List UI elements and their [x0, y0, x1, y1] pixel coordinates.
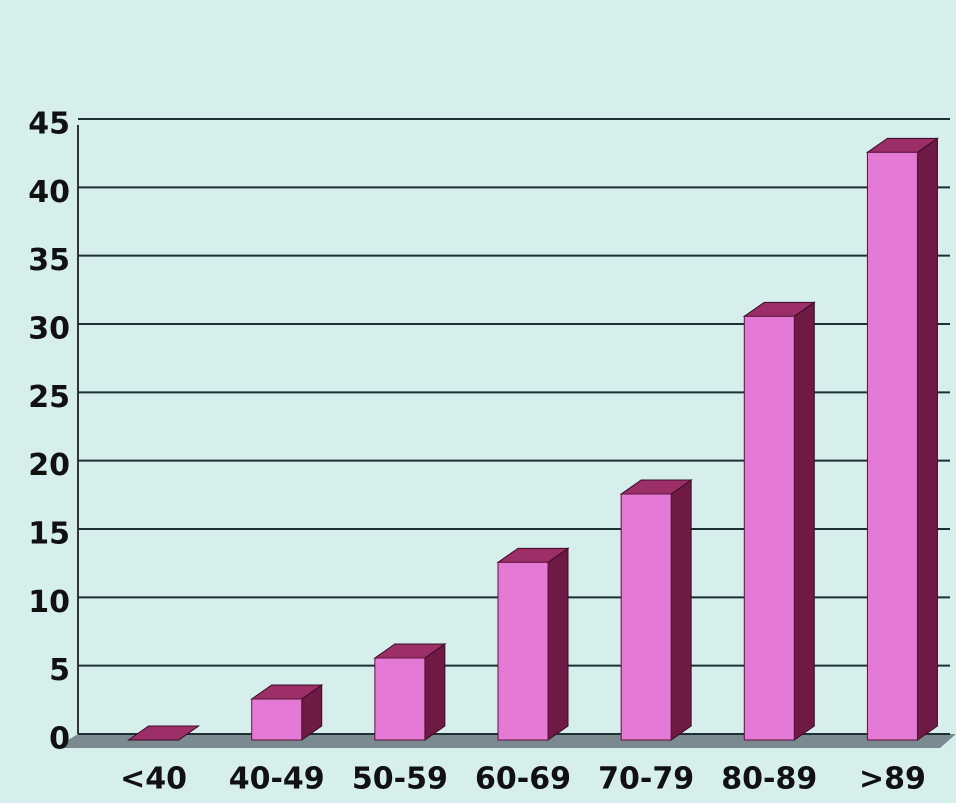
x-tick-label: 40-49 — [229, 762, 325, 797]
y-tick-label: 5 — [49, 653, 70, 688]
bar-side — [916, 137, 938, 741]
x-tick-label: >89 — [859, 762, 926, 797]
bar-side — [670, 479, 692, 741]
bar-front — [866, 151, 918, 741]
bar — [126, 725, 201, 741]
bar — [619, 479, 693, 741]
y-tick-label: 10 — [28, 585, 70, 620]
x-tick-label: 70-79 — [598, 762, 694, 797]
bar — [865, 137, 940, 741]
y-tick-label: 40 — [28, 175, 70, 210]
x-tick-label: 80-89 — [721, 762, 817, 797]
bar — [250, 684, 324, 741]
bar-front — [251, 698, 303, 741]
bar-front — [620, 493, 672, 741]
bar-front — [743, 315, 795, 741]
bar-side — [547, 547, 569, 741]
x-tick-label: <40 — [120, 762, 187, 797]
bar-front — [497, 561, 549, 741]
y-tick-label: 0 — [49, 722, 70, 757]
x-tick-label: 50-59 — [352, 762, 448, 797]
bar-front — [374, 657, 426, 741]
y-tick-label: 35 — [28, 243, 70, 278]
y-tick-label: 15 — [28, 517, 70, 552]
bar-side — [793, 301, 815, 741]
y-tick-label: 45 — [28, 107, 70, 142]
bar-top — [126, 725, 201, 741]
bar — [496, 547, 570, 741]
y-tick-label: 25 — [28, 380, 70, 415]
bar — [742, 301, 816, 741]
y-tick-label: 20 — [28, 448, 70, 483]
bar-side — [424, 643, 446, 741]
x-tick-label: 60-69 — [475, 762, 571, 797]
y-tick-label: 30 — [28, 312, 70, 347]
bar — [373, 643, 447, 741]
